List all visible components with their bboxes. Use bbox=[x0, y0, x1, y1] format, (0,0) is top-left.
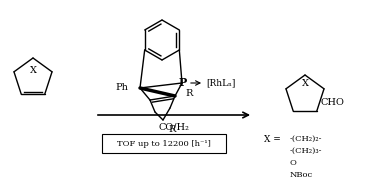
Text: X =: X = bbox=[264, 135, 281, 144]
Text: NBoc: NBoc bbox=[290, 171, 313, 179]
FancyBboxPatch shape bbox=[102, 134, 226, 153]
Text: CHO: CHO bbox=[321, 98, 345, 107]
Text: Ph: Ph bbox=[115, 84, 128, 92]
Text: -(CH₂)₂-: -(CH₂)₂- bbox=[290, 135, 323, 143]
Text: -(CH₂)₃-: -(CH₂)₃- bbox=[290, 147, 323, 155]
Text: X: X bbox=[29, 66, 37, 75]
Text: TOF up to 12200 [h⁻¹]: TOF up to 12200 [h⁻¹] bbox=[117, 139, 211, 147]
Text: CO/H₂: CO/H₂ bbox=[159, 122, 189, 131]
Text: P: P bbox=[179, 77, 187, 88]
Text: R: R bbox=[168, 125, 175, 134]
Text: R: R bbox=[185, 88, 192, 98]
Text: X: X bbox=[301, 79, 308, 88]
Text: [RhLₙ]: [RhLₙ] bbox=[206, 78, 235, 88]
Text: O: O bbox=[290, 159, 297, 167]
